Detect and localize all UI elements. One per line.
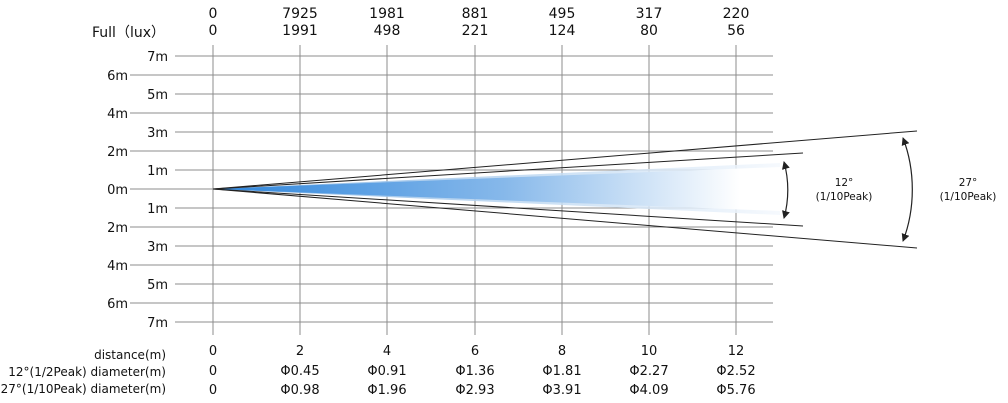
distance-label: distance(m) bbox=[94, 348, 166, 362]
y-label: 4m bbox=[107, 259, 128, 274]
diameter-27-cell: Φ1.96 bbox=[367, 383, 406, 398]
distance-row: distance(m) 0 2 4 6 8 10 12 bbox=[94, 344, 744, 362]
lux-row1-cell: 317 bbox=[636, 6, 663, 22]
core-beam-12 bbox=[213, 167, 780, 211]
lux-row1-cell: 220 bbox=[723, 6, 750, 22]
diameter-12-cell: 0 bbox=[209, 364, 217, 379]
y-label: 6m bbox=[107, 69, 128, 84]
y-label: 4m bbox=[107, 107, 128, 122]
y-label: 2m bbox=[107, 145, 128, 160]
diameter-27-cell: Φ4.09 bbox=[629, 383, 668, 398]
diameter-27-cell: Φ0.98 bbox=[280, 383, 319, 398]
y-label: 5m bbox=[147, 278, 168, 293]
angle-arc-27 bbox=[903, 138, 912, 241]
diameter-12-cell: Φ2.27 bbox=[629, 364, 668, 379]
distance-cell: 8 bbox=[558, 344, 566, 359]
lux-row2-cell: 124 bbox=[549, 23, 576, 39]
y-axis: 7m 6m 5m 4m 3m 2m 1m 0m 1m 2m 3m 4m 5m 6… bbox=[107, 50, 175, 331]
diameter-12-cell: Φ0.91 bbox=[367, 364, 406, 379]
angle-arc-12 bbox=[784, 162, 788, 218]
lux-header: Full（lux） 0 7925 1981 881 495 317 220 0 … bbox=[92, 6, 749, 41]
y-label: 5m bbox=[147, 88, 168, 103]
diameter-27-cell: 0 bbox=[209, 383, 217, 398]
distance-cell: 10 bbox=[641, 344, 658, 359]
y-label: 2m bbox=[107, 221, 128, 236]
lux-row1-cell: 881 bbox=[462, 6, 489, 22]
y-label: 6m bbox=[107, 297, 128, 312]
lux-row1-cell: 0 bbox=[209, 6, 218, 22]
lux-row2-cell: 56 bbox=[727, 23, 745, 39]
angle-27-note: (1/10Peak) bbox=[940, 191, 997, 203]
y-label: 3m bbox=[147, 126, 168, 141]
y-label: 1m bbox=[147, 164, 168, 179]
diameter-12-cell: Φ1.81 bbox=[542, 364, 581, 379]
diameter-27-cell: Φ5.76 bbox=[716, 383, 755, 398]
angle-12-note: (1/10Peak) bbox=[816, 191, 873, 203]
lux-row2-cell: 1991 bbox=[282, 23, 318, 39]
diameter-12-cell: Φ2.52 bbox=[716, 364, 755, 379]
lux-row2-cell: 221 bbox=[462, 23, 489, 39]
angle-markers: 12° (1/10Peak) 27° (1/10Peak) bbox=[784, 138, 996, 241]
distance-cell: 0 bbox=[209, 344, 217, 359]
distance-cell: 12 bbox=[728, 344, 745, 359]
diameter-12-row: 12°(1/2Peak) diameter(m) 0 Φ0.45 Φ0.91 Φ… bbox=[8, 364, 755, 379]
angle-12-label: 12° bbox=[835, 177, 854, 189]
diameter-27-row: 27°(1/10Peak) diameter(m) 0 Φ0.98 Φ1.96 … bbox=[1, 382, 756, 398]
y-label: 0m bbox=[107, 183, 128, 198]
diameter-27-cell: Φ2.93 bbox=[455, 383, 494, 398]
diameter-27-cell: Φ3.91 bbox=[542, 383, 581, 398]
distance-cell: 2 bbox=[296, 344, 304, 359]
beam bbox=[213, 131, 917, 248]
lux-label: Full（lux） bbox=[92, 25, 165, 41]
angle-27-label: 27° bbox=[959, 177, 978, 189]
lux-row2-cell: 80 bbox=[640, 23, 658, 39]
diameter-12-label: 12°(1/2Peak) diameter(m) bbox=[8, 365, 166, 379]
distance-cell: 4 bbox=[383, 344, 391, 359]
diameter-12-cell: Φ1.36 bbox=[455, 364, 494, 379]
lux-row1-cell: 495 bbox=[549, 6, 576, 22]
lux-row1-cell: 7925 bbox=[282, 6, 318, 22]
y-label: 3m bbox=[147, 240, 168, 255]
y-label: 7m bbox=[147, 50, 168, 65]
lux-row1-cell: 1981 bbox=[369, 6, 405, 22]
y-label: 7m bbox=[147, 316, 168, 331]
distance-cell: 6 bbox=[471, 344, 479, 359]
y-label: 1m bbox=[147, 202, 168, 217]
diameter-12-cell: Φ0.45 bbox=[280, 364, 319, 379]
lux-row2-cell: 0 bbox=[209, 23, 218, 39]
lux-row2-cell: 498 bbox=[374, 23, 401, 39]
diameter-27-label: 27°(1/10Peak) diameter(m) bbox=[1, 382, 166, 396]
